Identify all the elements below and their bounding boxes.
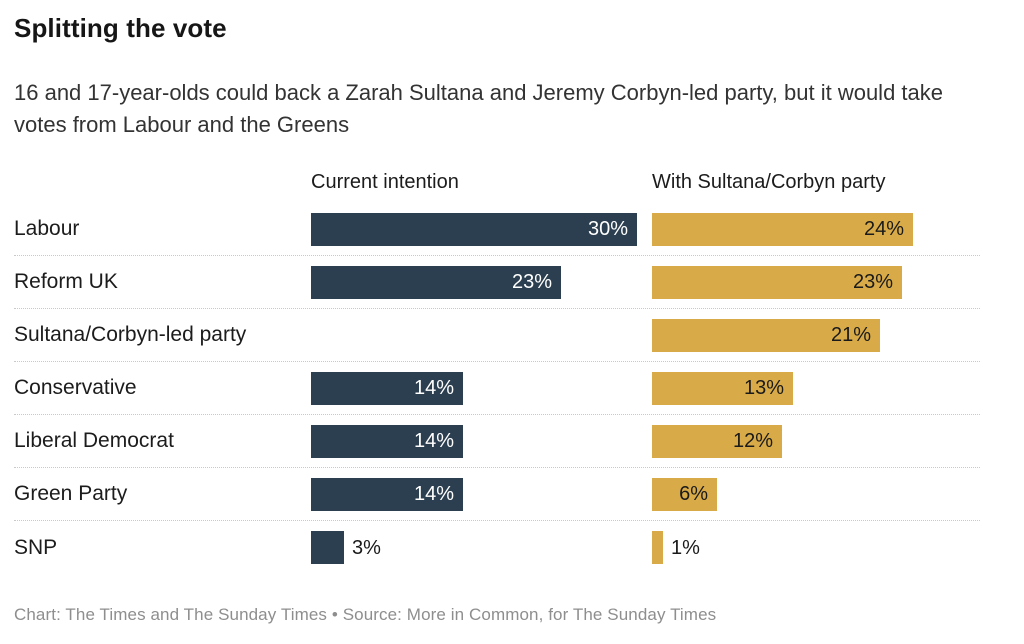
bar-rows: Labour 30% 24% Reform UK 23% 23% Sultana/Corby… [14,203,980,574]
bar-with-sultana-corbyn-party: 13% [652,371,793,405]
bar-current-intention [311,531,344,564]
category-label: SNP [14,535,58,559]
bar-current-intention: 14% [311,477,463,511]
bar-cell-current-intention [311,319,652,352]
bar-current-intention: 14% [311,424,463,458]
bar-row: Green Party 14% 6% [14,468,980,521]
bar-current-intention: 30% [311,212,637,246]
bar-cell-current-intention: 30% [311,212,652,246]
column-header-current-intention: Current intention [311,171,459,193]
bar-cell-with-sultana-corbyn-party: 24% [652,212,977,246]
bar-value-label: 1% [671,536,700,559]
category-label: Labour [14,217,80,240]
chart-source-caption: Chart: The Times and The Sunday Times • … [14,605,717,624]
chart-subtitle: 16 and 17-year-olds could back a Zarah S… [14,80,943,137]
bar-cell-current-intention: 3% [311,531,652,564]
bar-current-intention: 23% [311,265,561,299]
series-column-headers: Current intention With Sultana/Corbyn pa… [14,170,980,194]
category-label: Conservative [14,376,137,399]
bar-cell-current-intention: 23% [311,265,652,299]
bar-value-label: 3% [352,536,381,559]
category-label: Liberal Democrat [14,429,174,452]
bar-with-sultana-corbyn-party: 24% [652,212,913,246]
bar-row: Liberal Democrat 14% 12% [14,415,980,468]
chart-container: Splitting the vote 16 and 17-year-olds c… [14,13,980,624]
bar-value-label: 23% [852,271,893,293]
chart-title: Splitting the vote [14,13,227,43]
category-label: Sultana/Corbyn-led party [14,323,247,346]
bar-cell-current-intention: 14% [311,424,652,458]
bar-value-label: 13% [743,377,784,399]
bar-row: Reform UK 23% 23% [14,256,980,309]
bar-with-sultana-corbyn-party: 6% [652,477,717,511]
bar-row: Sultana/Corbyn-led party 21% [14,309,980,362]
category-label: Green Party [14,482,128,505]
bar-value-label: 21% [830,324,871,346]
bar-cell-with-sultana-corbyn-party: 12% [652,424,977,458]
bar-cell-with-sultana-corbyn-party: 21% [652,318,977,352]
bar-value-label: 14% [413,483,454,505]
bar-current-intention: 14% [311,371,463,405]
bar-with-sultana-corbyn-party [652,531,663,564]
bar-cell-with-sultana-corbyn-party: 6% [652,477,977,511]
bar-with-sultana-corbyn-party: 23% [652,265,902,299]
bar-row: Labour 30% 24% [14,203,980,256]
bar-value-label: 24% [863,218,904,240]
category-label: Reform UK [14,270,118,293]
column-header-with-sultana-corbyn-party: With Sultana/Corbyn party [652,171,886,193]
bar-with-sultana-corbyn-party: 21% [652,318,880,352]
bar-value-label: 14% [413,377,454,399]
bar-value-label: 12% [732,430,773,452]
bar-value-label: 30% [587,218,628,240]
bar-cell-with-sultana-corbyn-party: 23% [652,265,977,299]
bar-cell-current-intention: 14% [311,371,652,405]
bar-value-label: 14% [413,430,454,452]
bar-value-label: 6% [679,483,708,505]
bar-with-sultana-corbyn-party: 12% [652,424,782,458]
bar-row: Conservative 14% 13% [14,362,980,415]
bar-cell-with-sultana-corbyn-party: 13% [652,371,977,405]
bar-cell-with-sultana-corbyn-party: 1% [652,531,977,564]
bar-value-label: 23% [511,271,552,293]
bar-row: SNP 3% 1% [14,521,980,574]
bar-cell-current-intention: 14% [311,477,652,511]
